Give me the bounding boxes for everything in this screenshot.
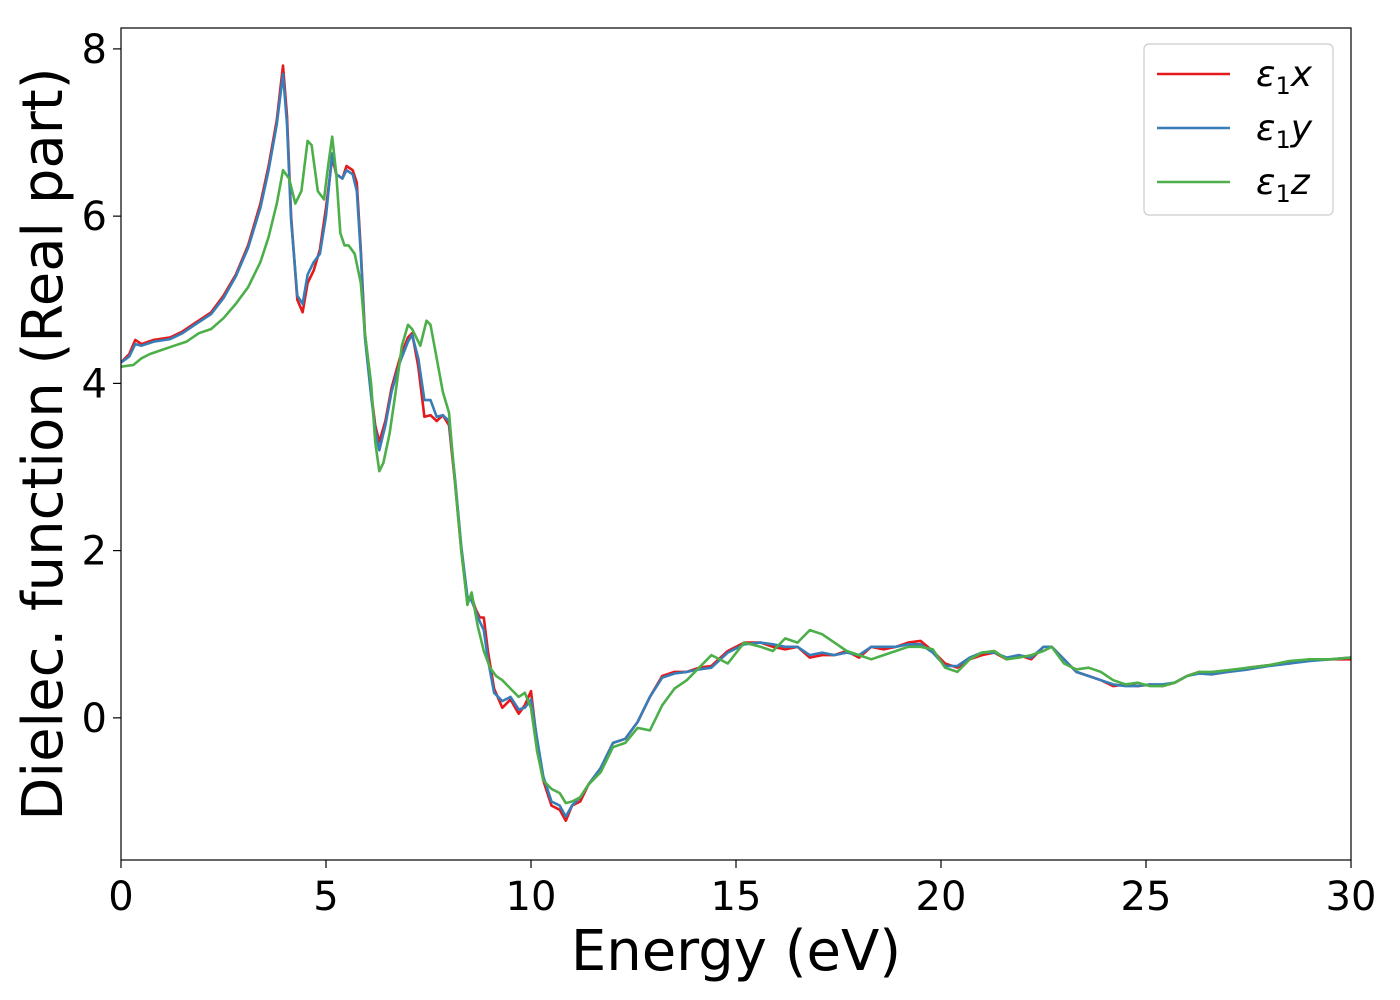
x-axis-ticks: 0 5 10 15 20 25 30 xyxy=(108,860,1376,920)
x-tick-label: 15 xyxy=(711,874,762,920)
legend-label-0: ε1x xyxy=(1256,54,1313,100)
y-axis-ticks: 0 2 4 6 8 xyxy=(82,27,121,742)
series-line-1 xyxy=(121,72,1351,818)
y-tick-label: 2 xyxy=(82,529,107,575)
y-tick-label: 8 xyxy=(82,27,107,73)
x-tick-label: 25 xyxy=(1121,874,1172,920)
x-tick-label: 0 xyxy=(108,874,133,920)
legend-label-2: ε1z xyxy=(1256,162,1311,208)
y-tick-label: 0 xyxy=(82,696,107,742)
legend: ε1x ε1y ε1z xyxy=(1143,43,1334,216)
y-tick-label: 4 xyxy=(82,361,107,407)
legend-box xyxy=(1143,43,1334,216)
series-line-2 xyxy=(121,135,1351,805)
x-axis-label: Energy (eV) xyxy=(571,919,901,984)
series-layer xyxy=(121,64,1351,823)
y-tick-label: 6 xyxy=(82,194,107,240)
y-axis-label: Dielec. function (Real part) xyxy=(11,67,76,820)
x-tick-label: 30 xyxy=(1326,874,1377,920)
legend-label-1: ε1y xyxy=(1256,108,1313,154)
x-tick-label: 10 xyxy=(506,874,557,920)
x-tick-label: 5 xyxy=(313,874,338,920)
x-tick-label: 20 xyxy=(916,874,967,920)
